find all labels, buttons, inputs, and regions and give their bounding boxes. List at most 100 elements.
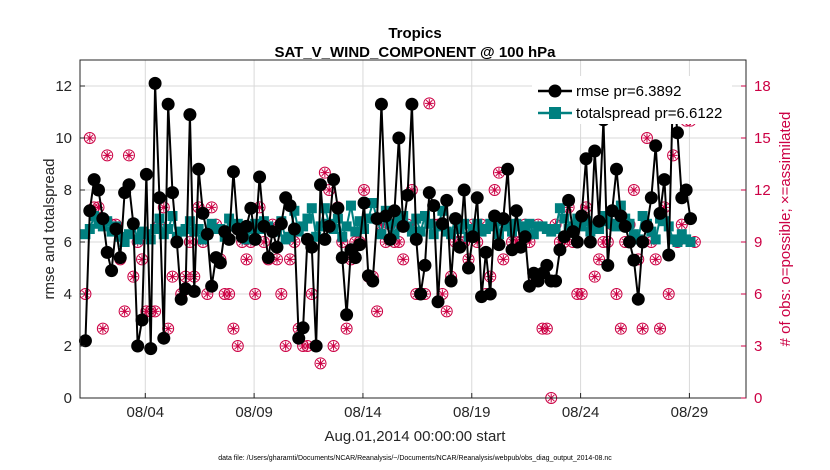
spread-point — [359, 224, 370, 234]
spread-point — [163, 224, 174, 234]
rmse-point — [435, 217, 449, 231]
rmse-point — [161, 97, 175, 111]
rmse-point — [623, 235, 637, 249]
obs-assimilated-point — [668, 150, 678, 160]
obs-assimilated-point — [472, 237, 482, 247]
rmse-point — [152, 191, 166, 205]
rmse-point — [122, 178, 136, 192]
rmse-point — [670, 126, 684, 140]
obs-assimilated-point — [437, 289, 447, 299]
legend-rmse-label: rmse pr=6.3892 — [576, 83, 681, 100]
spread-point — [493, 229, 504, 240]
rmse-point — [222, 232, 236, 246]
chart-subtitle: SAT_V_WIND_COMPONENT @ 100 hPa — [274, 44, 556, 61]
spread-point — [80, 229, 91, 240]
rmse-point — [457, 183, 471, 197]
y-axis-label: rmse and totalspread — [41, 159, 58, 300]
legend-spread-label: totalspread pr=6.6122 — [576, 105, 722, 122]
rmse-point — [331, 201, 345, 215]
obs-assimilated-point — [638, 324, 648, 334]
obs-possible-point — [231, 340, 244, 352]
rmse-point — [657, 173, 671, 187]
rmse-point — [226, 165, 240, 179]
spread-point — [685, 237, 696, 247]
spread-point — [559, 213, 570, 224]
rmse-point — [514, 240, 528, 254]
obs-possible-point — [440, 305, 453, 318]
rmse-point — [240, 219, 253, 233]
rmse-point — [327, 173, 341, 187]
legend-rmse-marker — [548, 84, 562, 98]
spread-point — [528, 229, 539, 240]
obs-assimilated-point — [337, 237, 347, 247]
obs-assimilated-point — [242, 254, 251, 264]
y2-axis-ticks: 0 3 6 9 12 15 18 — [741, 78, 771, 407]
obs-assimilated-point — [276, 289, 286, 299]
rmse-point — [649, 139, 663, 153]
rmse-point — [431, 295, 445, 309]
rmse-point — [583, 235, 597, 249]
obs-assimilated-point — [594, 254, 604, 264]
rmse-point — [575, 209, 589, 223]
obs-assimilated-point — [498, 254, 508, 264]
rmse-point — [192, 162, 206, 176]
obs-assimilated-point — [494, 168, 504, 178]
x-axis-label: Aug.01,2014 00:00:00 start — [325, 428, 507, 445]
obs-assimilated-point — [394, 237, 404, 247]
rmse-point — [614, 209, 628, 223]
rmse-point — [166, 186, 179, 200]
obs-assimilated-point — [324, 185, 334, 195]
obs-possible-point — [318, 166, 331, 179]
obs-assimilated-point — [285, 254, 295, 264]
rmse-point — [470, 191, 484, 205]
y2-tick-label: 0 — [754, 390, 762, 407]
spread-point — [576, 221, 587, 232]
obs-assimilated-point — [677, 220, 687, 230]
rmse-point — [100, 245, 114, 259]
spread-point — [385, 218, 396, 229]
rmse-point — [183, 108, 197, 122]
obs-possible-point — [640, 132, 653, 144]
rmse-point — [562, 193, 576, 207]
spread-point — [650, 234, 661, 245]
obs-possible-point — [588, 270, 601, 283]
rmse-point — [292, 331, 306, 345]
obs-assimilated-point — [259, 237, 269, 247]
obs-assimilated-point — [224, 289, 234, 299]
legend-spread-marker — [549, 107, 561, 119]
rmse-point — [131, 339, 145, 353]
rmse-point — [448, 212, 462, 226]
rmse-point — [518, 230, 532, 244]
obs-assimilated-point — [590, 272, 600, 282]
y-tick-label: 8 — [64, 182, 72, 199]
obs-assimilated-point — [168, 272, 177, 282]
obs-assimilated-point — [320, 168, 330, 178]
rmse-point — [501, 162, 515, 176]
legend-box — [532, 76, 732, 124]
rmse-point — [296, 321, 310, 335]
obs-assimilated-point — [442, 306, 452, 316]
rmse-point — [348, 251, 362, 265]
rmse-point — [253, 170, 267, 184]
rmse-point — [270, 240, 284, 254]
spread-point — [150, 224, 161, 234]
spread-point — [341, 221, 352, 232]
spread-point — [637, 211, 648, 221]
obs-assimilated-point — [137, 254, 147, 264]
obs-assimilated-point — [307, 289, 317, 299]
spread-point — [554, 203, 565, 214]
obs-assimilated-point — [202, 289, 212, 299]
rmse-point — [87, 173, 101, 187]
spread-point — [581, 216, 592, 227]
rmse-point — [314, 178, 327, 192]
obs-assimilated-point — [228, 324, 238, 334]
spread-point — [437, 205, 448, 216]
spread-point — [302, 213, 313, 224]
rmse-point — [549, 274, 563, 288]
rmse-point — [318, 232, 332, 246]
rmse-point — [248, 232, 262, 246]
x-tick-label: 08/19 — [453, 404, 491, 421]
rmse-point — [640, 219, 654, 233]
rmse-point — [388, 204, 401, 218]
